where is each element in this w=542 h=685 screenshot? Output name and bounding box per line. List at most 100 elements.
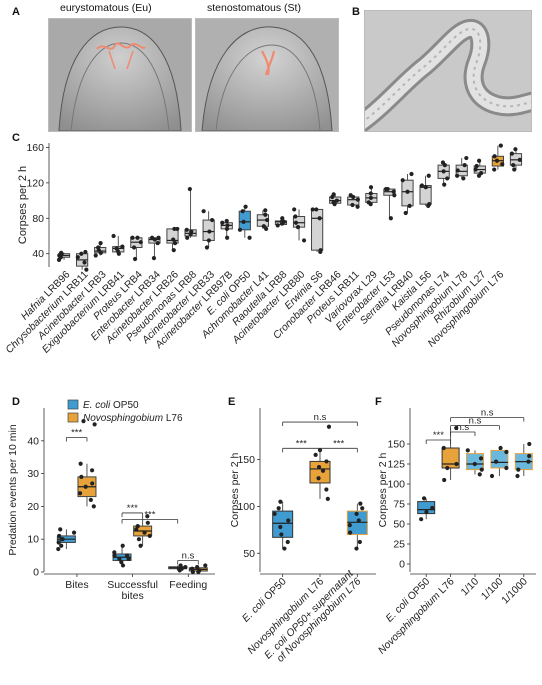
c-point — [478, 171, 484, 176]
d-ecoli-point — [59, 543, 64, 548]
c-point — [247, 235, 252, 240]
d-novo-point — [197, 568, 202, 573]
d-novo-point — [77, 491, 83, 496]
d-ecoli-point — [183, 564, 188, 570]
panel-e-label: E — [228, 396, 236, 408]
c-point — [511, 163, 516, 168]
c-point — [318, 248, 323, 253]
d-novo-point — [135, 523, 140, 529]
d-ecoli-point — [124, 553, 130, 558]
f-point — [527, 441, 532, 447]
c-point — [261, 224, 266, 229]
f-point — [442, 477, 447, 483]
c-point — [368, 195, 374, 201]
d-novo-point — [91, 504, 96, 509]
c-point — [427, 202, 432, 207]
d-ecoli-point — [112, 553, 117, 558]
f-y-tick-label: 125 — [387, 459, 405, 471]
c-point — [175, 226, 180, 232]
c-point — [445, 176, 450, 181]
f-point — [504, 449, 509, 455]
d-novo-point — [138, 543, 143, 548]
eu-micrograph — [48, 18, 192, 132]
e-sig-label: n.s — [314, 412, 327, 423]
c-point — [494, 158, 500, 163]
chart-d: Predation events per 10 min 0 10 20 30 40 Bite… — [7, 399, 215, 602]
c-point — [455, 173, 460, 178]
e-point — [285, 539, 290, 545]
c-point — [310, 207, 315, 212]
c-point — [237, 227, 243, 232]
d-x-tick-label: Bites — [65, 579, 88, 591]
c-point — [498, 143, 503, 148]
f-point — [454, 425, 459, 431]
f-x-tick-label: 1/1000 — [500, 576, 530, 606]
d-ecoli-point — [56, 540, 61, 545]
c-point — [293, 214, 298, 219]
c-point — [275, 223, 280, 228]
c-point — [156, 235, 161, 240]
c-point — [355, 197, 360, 202]
f-point — [430, 505, 435, 511]
c-point — [391, 189, 396, 194]
c-point — [220, 220, 225, 225]
f-point — [478, 456, 484, 461]
e-point — [360, 506, 365, 511]
f-point — [479, 467, 484, 472]
c-point — [263, 208, 268, 213]
e-point — [276, 506, 281, 511]
c-point — [461, 176, 466, 181]
e-sig-label: *** — [296, 438, 307, 449]
c-point — [405, 189, 410, 194]
f-sig-label: *** — [433, 430, 444, 441]
d-novo-point — [142, 530, 147, 535]
c-y-tick-label: 80 — [32, 213, 44, 225]
c-point — [93, 253, 98, 258]
f-y-tick-label: 150 — [387, 439, 405, 451]
e-point — [348, 530, 353, 535]
c-point — [149, 235, 155, 240]
f-point — [477, 472, 482, 477]
c-point — [492, 154, 497, 159]
c-point — [407, 203, 412, 208]
e-y-tick-label: 150 — [237, 454, 255, 466]
e-point — [358, 501, 363, 506]
f-y-tick-label: 50 — [393, 519, 405, 531]
c-point — [155, 240, 160, 246]
c-point — [132, 256, 138, 262]
f-point — [441, 445, 446, 451]
c-point — [204, 245, 210, 250]
d-novo-point — [134, 527, 139, 532]
c-point — [441, 169, 446, 174]
d-ecoli-point — [58, 527, 63, 532]
panel-d-label: D — [12, 396, 20, 408]
d-novo-point — [203, 563, 208, 568]
c-point — [474, 163, 479, 169]
c-point — [500, 162, 505, 167]
c-point — [184, 227, 189, 232]
d-sig-label: *** — [127, 503, 138, 514]
c-point — [120, 244, 125, 249]
c-point — [201, 209, 206, 214]
c-point — [79, 251, 84, 256]
e-y-axis-title: Corpses per 2 h — [229, 452, 241, 527]
c-point — [509, 151, 515, 156]
c-point — [513, 147, 518, 152]
c-point — [83, 249, 88, 255]
c-point — [350, 202, 355, 208]
d-ecoli-point — [71, 530, 77, 535]
e-point — [324, 487, 329, 492]
f-point — [472, 461, 477, 467]
d-legend-label: Novosphingobium L76 — [83, 413, 183, 424]
d-legend-swatch — [67, 412, 79, 423]
e-point — [282, 546, 287, 551]
c-point — [75, 255, 80, 260]
e-point — [316, 464, 322, 470]
c-point — [243, 204, 248, 209]
c-point — [293, 220, 299, 225]
d-novo-point — [81, 419, 86, 424]
c-point — [476, 158, 482, 163]
e-y-tick-label: 50 — [243, 548, 255, 560]
